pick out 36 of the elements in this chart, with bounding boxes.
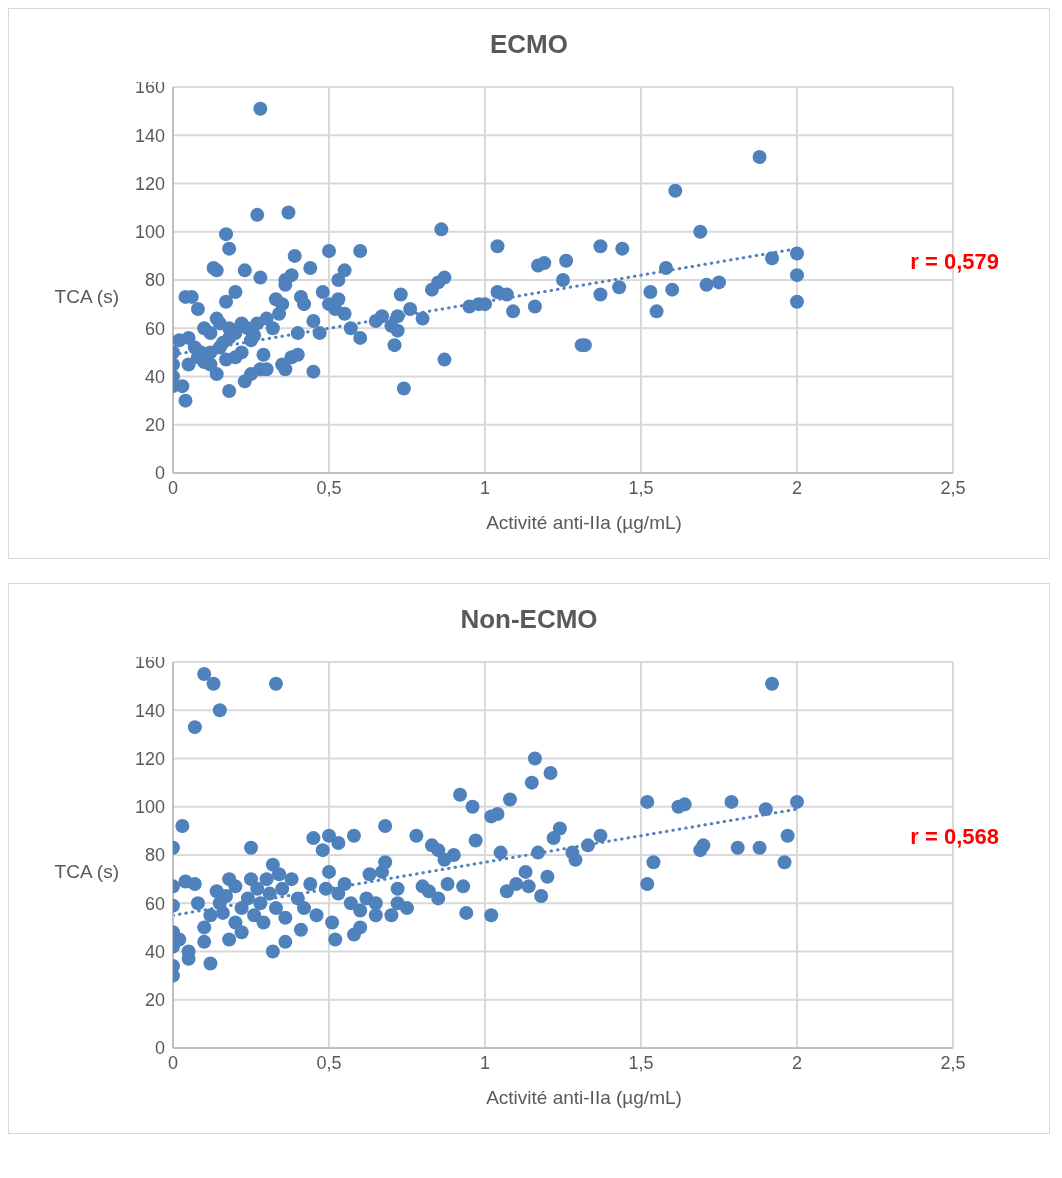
y-tick-label: 40: [144, 366, 165, 387]
x-tick-label: 0: [167, 477, 179, 498]
y-tick-label: 0: [154, 1038, 165, 1059]
annotation: r = 0,579: [910, 249, 999, 275]
y-tick-label: 40: [144, 941, 165, 962]
x-axis-title: Activité anti-IIa (µg/mL): [485, 512, 683, 535]
y-tick-label: 20: [144, 990, 165, 1011]
y-tick-label: 0: [154, 463, 165, 484]
x-tick-label: 1,5: [628, 1052, 654, 1073]
y-tick-label: 60: [144, 893, 165, 914]
x-axis-title: Activité anti-IIa (µg/mL): [485, 1087, 683, 1110]
y-tick-label: 120: [134, 173, 165, 194]
y-tick-label: 80: [144, 270, 165, 291]
y-tick-label: 140: [134, 125, 165, 146]
chart-title: ECMO: [490, 29, 568, 59]
x-tick-label: 1: [479, 477, 491, 498]
x-tick-label: 0,5: [316, 1052, 342, 1073]
y-tick-label: 120: [134, 748, 165, 769]
y-tick-label: 100: [134, 797, 165, 818]
y-tick-label: 100: [134, 222, 165, 243]
y-tick-label: 20: [144, 415, 165, 436]
y-tick-label: 140: [134, 700, 165, 721]
x-tick-label: 2,5: [940, 1052, 966, 1073]
chart-title: Non-ECMO: [460, 604, 598, 634]
x-tick-label: 2,5: [940, 477, 966, 498]
x-tick-label: 0,5: [316, 477, 342, 498]
y-axis-title: TCA (s): [53, 861, 120, 883]
y-tick-label: 80: [144, 845, 165, 866]
annotation: r = 0,568: [910, 824, 999, 850]
y-tick-label: 60: [144, 318, 165, 339]
x-tick-label: 2: [791, 1052, 803, 1073]
x-tick-label: 1: [479, 1052, 491, 1073]
x-tick-label: 2: [791, 477, 803, 498]
x-tick-label: 1,5: [628, 477, 654, 498]
y-axis-title: TCA (s): [53, 286, 120, 308]
x-tick-label: 0: [167, 1052, 179, 1073]
